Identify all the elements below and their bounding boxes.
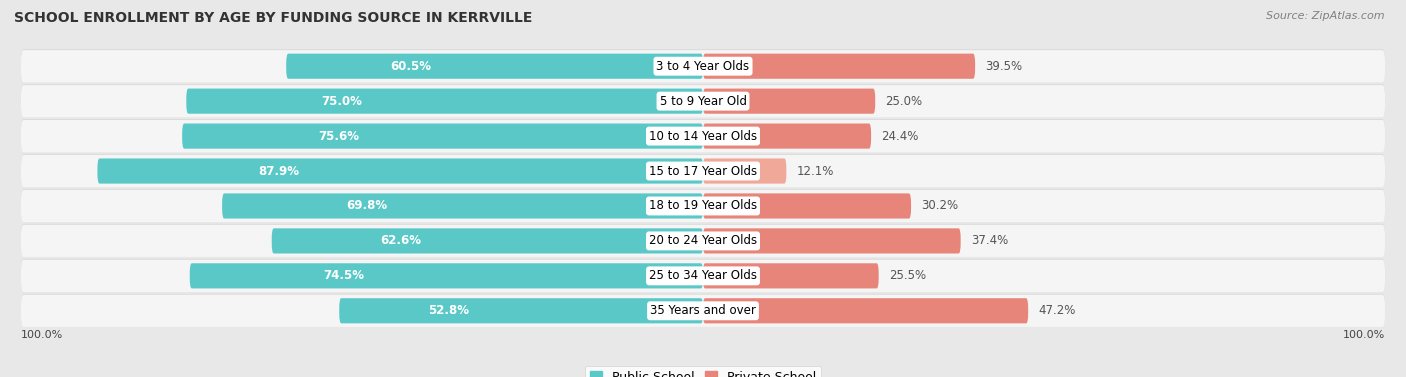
- FancyBboxPatch shape: [21, 189, 1385, 221]
- Text: 25.5%: 25.5%: [889, 269, 927, 282]
- Text: 25.0%: 25.0%: [886, 95, 922, 108]
- Text: 18 to 19 Year Olds: 18 to 19 Year Olds: [650, 199, 756, 213]
- FancyBboxPatch shape: [703, 89, 876, 114]
- Text: 47.2%: 47.2%: [1039, 304, 1076, 317]
- FancyBboxPatch shape: [21, 119, 1385, 151]
- Text: 20 to 24 Year Olds: 20 to 24 Year Olds: [650, 234, 756, 247]
- Text: 75.0%: 75.0%: [321, 95, 361, 108]
- FancyBboxPatch shape: [703, 263, 879, 288]
- FancyBboxPatch shape: [183, 124, 703, 149]
- FancyBboxPatch shape: [21, 85, 1385, 117]
- Text: 3 to 4 Year Olds: 3 to 4 Year Olds: [657, 60, 749, 73]
- FancyBboxPatch shape: [21, 224, 1385, 256]
- Text: 15 to 17 Year Olds: 15 to 17 Year Olds: [650, 164, 756, 178]
- FancyBboxPatch shape: [21, 84, 1385, 116]
- FancyBboxPatch shape: [703, 228, 960, 253]
- FancyBboxPatch shape: [339, 298, 703, 323]
- Text: 52.8%: 52.8%: [427, 304, 468, 317]
- FancyBboxPatch shape: [703, 124, 872, 149]
- FancyBboxPatch shape: [97, 158, 703, 184]
- FancyBboxPatch shape: [21, 49, 1385, 81]
- FancyBboxPatch shape: [21, 50, 1385, 82]
- Text: 74.5%: 74.5%: [323, 269, 364, 282]
- FancyBboxPatch shape: [21, 260, 1385, 292]
- Text: 25 to 34 Year Olds: 25 to 34 Year Olds: [650, 269, 756, 282]
- Text: 60.5%: 60.5%: [391, 60, 432, 73]
- Text: SCHOOL ENROLLMENT BY AGE BY FUNDING SOURCE IN KERRVILLE: SCHOOL ENROLLMENT BY AGE BY FUNDING SOUR…: [14, 11, 533, 25]
- FancyBboxPatch shape: [222, 193, 703, 219]
- FancyBboxPatch shape: [21, 155, 1385, 187]
- Text: 100.0%: 100.0%: [21, 330, 63, 340]
- Text: 5 to 9 Year Old: 5 to 9 Year Old: [659, 95, 747, 108]
- FancyBboxPatch shape: [21, 294, 1385, 326]
- Text: 100.0%: 100.0%: [1343, 330, 1385, 340]
- FancyBboxPatch shape: [21, 225, 1385, 257]
- Text: Source: ZipAtlas.com: Source: ZipAtlas.com: [1267, 11, 1385, 21]
- FancyBboxPatch shape: [186, 89, 703, 114]
- FancyBboxPatch shape: [703, 54, 976, 79]
- Text: 37.4%: 37.4%: [972, 234, 1008, 247]
- FancyBboxPatch shape: [703, 298, 1028, 323]
- FancyBboxPatch shape: [21, 154, 1385, 186]
- FancyBboxPatch shape: [21, 120, 1385, 152]
- Text: 12.1%: 12.1%: [797, 164, 834, 178]
- FancyBboxPatch shape: [271, 228, 703, 253]
- Text: 75.6%: 75.6%: [318, 130, 359, 143]
- FancyBboxPatch shape: [21, 190, 1385, 222]
- FancyBboxPatch shape: [703, 193, 911, 219]
- Legend: Public School, Private School: Public School, Private School: [585, 366, 821, 377]
- Text: 62.6%: 62.6%: [381, 234, 422, 247]
- Text: 35 Years and over: 35 Years and over: [650, 304, 756, 317]
- Text: 87.9%: 87.9%: [259, 164, 299, 178]
- FancyBboxPatch shape: [190, 263, 703, 288]
- Text: 24.4%: 24.4%: [882, 130, 918, 143]
- Text: 69.8%: 69.8%: [346, 199, 387, 213]
- Text: 10 to 14 Year Olds: 10 to 14 Year Olds: [650, 130, 756, 143]
- FancyBboxPatch shape: [21, 295, 1385, 327]
- Text: 39.5%: 39.5%: [986, 60, 1022, 73]
- Text: 30.2%: 30.2%: [921, 199, 959, 213]
- FancyBboxPatch shape: [287, 54, 703, 79]
- FancyBboxPatch shape: [703, 158, 786, 184]
- FancyBboxPatch shape: [21, 259, 1385, 291]
